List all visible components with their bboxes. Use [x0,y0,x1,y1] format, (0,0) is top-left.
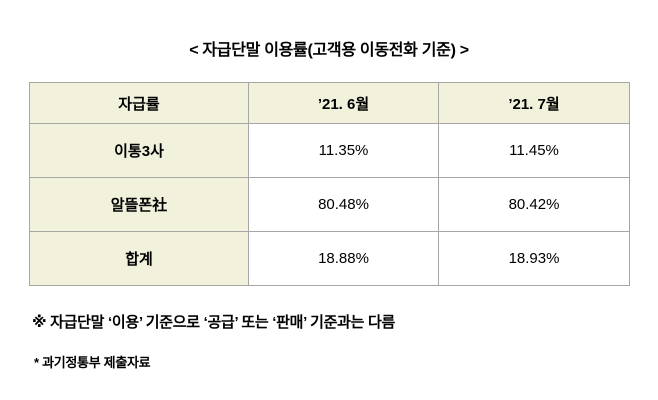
cell-total-july: 18.93% [438,231,630,286]
cell-mvno-june: 80.48% [248,177,439,232]
column-header-june: ’21. 6월 [248,82,439,124]
column-header-rate: 자급률 [29,82,249,124]
row-label-total: 합계 [29,231,249,286]
cell-carriers-june: 11.35% [248,123,439,178]
cell-total-june: 18.88% [248,231,439,286]
table-row-mvno: 알뜰폰社 80.48% 80.42% [29,177,630,232]
row-label-carriers: 이통3사 [29,123,249,178]
cell-mvno-july: 80.42% [438,177,630,232]
usage-rate-table: 자급률 ’21. 6월 ’21. 7월 이통3사 11.35% 11.45% 알… [29,82,630,286]
figure-title: < 자급단말 이용률(고객용 이동전화 기준) > [189,42,469,59]
table-row-carriers: 이통3사 11.35% 11.45% [29,123,630,178]
cell-carriers-july: 11.45% [438,123,630,178]
table-header-row: 자급률 ’21. 6월 ’21. 7월 [29,82,630,124]
column-header-july: ’21. 7월 [438,82,630,124]
row-label-mvno: 알뜰폰社 [29,177,249,232]
footnote-source: * 과기정통부 제출자료 [34,355,151,370]
footnote-basis: ※ 자급단말 ‘이용’ 기준으로 ‘공급’ 또는 ‘판매’ 기준과는 다름 [32,314,395,331]
table-row-total: 합계 18.88% 18.93% [29,231,630,286]
